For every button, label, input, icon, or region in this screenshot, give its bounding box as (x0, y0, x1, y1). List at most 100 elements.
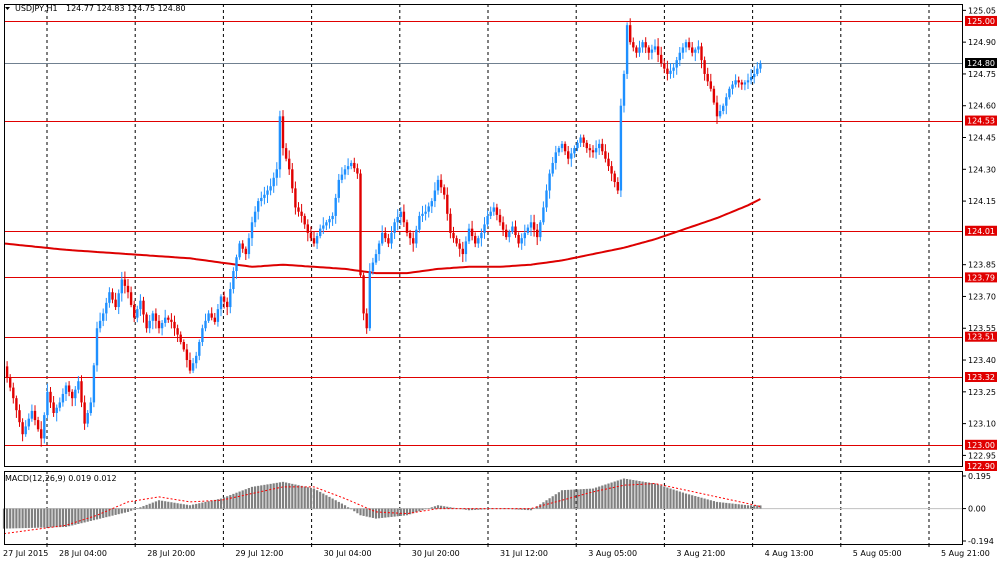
candle-body (129, 292, 133, 305)
dropdown-triangle-icon[interactable] (5, 7, 10, 10)
candle-body (281, 116, 285, 149)
candle-body (722, 105, 725, 112)
frame (4, 4, 963, 545)
candle-body (443, 187, 446, 195)
candle-body (439, 179, 443, 188)
macd-histogram-bar (626, 479, 629, 509)
candle-body (570, 153, 573, 159)
candle-body (461, 248, 464, 255)
candle-body (40, 429, 43, 439)
candle-body (170, 319, 173, 322)
candle-body (191, 363, 195, 371)
candle-body (511, 226, 514, 232)
macd-histogram-bar (703, 498, 706, 509)
candle-body (46, 391, 49, 416)
price-axis: 125.05 124.90 124.75 124.60 124.45 124.30 124.… (962, 6, 997, 546)
macd-histogram-bar (161, 500, 164, 509)
candle-body (384, 232, 387, 239)
macd-histogram-bar (142, 506, 145, 509)
candle-body (632, 42, 635, 48)
current-price-tag (965, 58, 997, 68)
candle-body (278, 116, 282, 170)
macd-histogram-bar (551, 496, 554, 509)
candle-body (505, 229, 508, 238)
candle-body (694, 49, 697, 53)
candle-body (532, 222, 536, 230)
level-price-tag (965, 15, 997, 26)
macd-histogram-bar (210, 500, 213, 509)
candle-body (269, 186, 272, 191)
macd-histogram-bar (207, 501, 210, 509)
macd-histogram-bar (731, 503, 734, 509)
macd-histogram-bar (148, 503, 151, 509)
macd-histogram-bar (548, 498, 551, 509)
macd-histogram-bar (390, 508, 393, 517)
candle-body (229, 289, 232, 308)
macd-histogram-bar (275, 482, 278, 509)
candle-body (222, 296, 226, 302)
macd-histogram-bar (359, 508, 362, 516)
macd-histogram-bar (167, 501, 170, 509)
macd-histogram-bar (402, 508, 405, 516)
candle-body (322, 225, 325, 229)
candle-body (5, 366, 9, 377)
macd-histogram-bar (461, 508, 464, 510)
macd-histogram-bar (378, 508, 381, 519)
macd-histogram-bar (120, 508, 123, 514)
candle-body (247, 238, 251, 255)
candle-body (328, 219, 331, 223)
macd-histogram-bar (365, 508, 368, 517)
macd-histogram-bar (641, 481, 644, 509)
macd-histogram-bar (691, 495, 694, 509)
candle-body (709, 81, 712, 89)
macd-histogram-bar (111, 508, 114, 516)
candle-body (83, 402, 86, 424)
macd-histogram-bar (740, 504, 743, 509)
candle-body (402, 211, 406, 223)
macd-histogram-bar (114, 508, 117, 515)
candle-body (306, 224, 309, 233)
macd-histogram-bar (427, 508, 430, 509)
macd-histogram-bar (433, 506, 436, 509)
macd-histogram-bar (688, 494, 691, 509)
macd-histogram-bar (232, 493, 235, 509)
macd-histogram-bar (591, 488, 595, 509)
candle-body (390, 232, 393, 244)
candle-body (607, 158, 610, 167)
price-axis-label: 124.75 (968, 70, 996, 79)
candle-body (467, 228, 471, 242)
macd-histogram-bar (424, 508, 427, 510)
candle-body (213, 317, 216, 322)
candle-body (678, 52, 681, 61)
candle-body (548, 173, 551, 191)
macd-histogram-bar (362, 508, 365, 516)
macd-histogram-bar (46, 508, 49, 528)
chart-header: USDJPY,H1 124.77 124.83 124.75 124.80 MA… (5, 4, 186, 483)
macd-histogram-bar (250, 486, 254, 509)
macd-histogram-bar (272, 483, 275, 509)
candle-body (89, 402, 92, 414)
candle-body (12, 387, 15, 399)
candle-body (728, 88, 731, 98)
macd-histogram-bar (517, 508, 520, 510)
macd-histogram-bar (694, 496, 697, 509)
level-price-tag-text: 123.79 (967, 273, 995, 282)
candle-body (291, 169, 294, 189)
macd-histogram-bar (229, 495, 232, 509)
macd-histogram-bar (95, 508, 99, 520)
time-axis-label: 5 Aug 05:00 (853, 549, 902, 558)
candle-body (108, 292, 111, 303)
price-axis-label: 124.60 (968, 102, 996, 111)
time-axis-label: 30 Jul 20:00 (412, 549, 460, 558)
macd-histogram-bar (37, 508, 40, 528)
macd-histogram-bar (99, 508, 102, 519)
candle-body (663, 63, 666, 69)
macd-histogram-bar (610, 482, 613, 509)
level-price-tag (965, 331, 997, 342)
macd-histogram-bar (198, 503, 201, 509)
macd-histogram-bar (746, 505, 750, 509)
macd-histogram-bar (613, 481, 616, 509)
macd-histogram-bar (285, 482, 288, 509)
candle-body (421, 213, 424, 216)
